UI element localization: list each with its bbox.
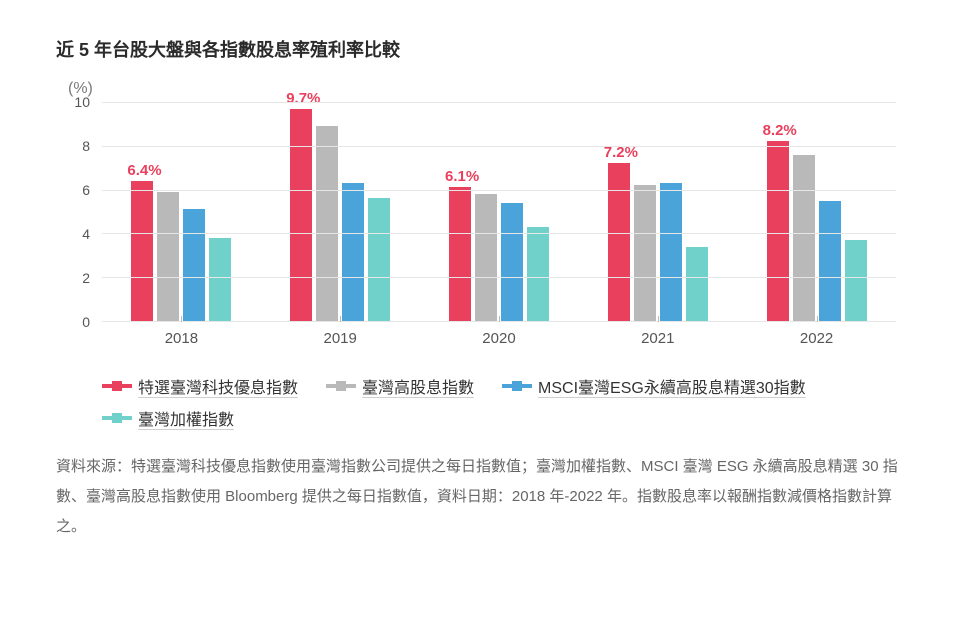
bar: 6.1%: [449, 187, 471, 321]
bar: [793, 155, 815, 321]
gridline: [102, 102, 896, 103]
bar: 6.4%: [131, 181, 153, 321]
y-axis-unit: (%): [68, 80, 904, 98]
gridline: [102, 146, 896, 147]
legend-item: MSCI臺灣ESG永續高股息精選30指數: [502, 374, 806, 398]
legend: 特選臺灣科技優息指數 臺灣高股息指數 MSCI臺灣ESG永續高股息精選30指數臺灣加…: [102, 374, 862, 430]
bar: 8.2%: [767, 141, 789, 321]
x-axis: 2018 2019 2020 2021 2022: [102, 322, 896, 362]
bar: [634, 185, 656, 321]
x-tick-label: 2019: [280, 322, 400, 362]
bar: [475, 194, 497, 321]
plot-area: 6.4% 9.7% 6.1% 7.2% 8.2%: [102, 102, 896, 322]
bar-value-label: 6.1%: [445, 168, 479, 185]
legend-item: 臺灣高股息指數: [326, 374, 474, 398]
gridline: [102, 190, 896, 191]
gridline: [102, 233, 896, 234]
bar-group: 6.1%: [449, 102, 549, 321]
y-tick-label: 4: [82, 226, 90, 242]
bar-value-label: 6.4%: [127, 162, 161, 179]
legend-swatch: [326, 384, 356, 388]
bar-value-label: 8.2%: [763, 122, 797, 139]
x-tick: [658, 316, 659, 322]
bar: [845, 240, 867, 321]
legend-label: 特選臺灣科技優息指數: [138, 374, 298, 398]
y-tick-label: 0: [82, 314, 90, 330]
legend-item: 特選臺灣科技優息指數: [102, 374, 298, 398]
legend-label: 臺灣加權指數: [138, 406, 234, 430]
bar-group: 7.2%: [608, 102, 708, 321]
bar: [660, 183, 682, 321]
source-footnote: 資料來源：特選臺灣科技優息指數使用臺灣指數公司提供之每日指數值；臺灣加權指數、M…: [56, 452, 904, 542]
bar: [686, 247, 708, 321]
x-tick: [817, 316, 818, 322]
legend-label: MSCI臺灣ESG永續高股息精選30指數: [538, 374, 806, 398]
bar: [527, 227, 549, 321]
y-tick-label: 2: [82, 270, 90, 286]
bar: [368, 198, 390, 321]
bar-group: 6.4%: [131, 102, 231, 321]
x-tick-label: 2018: [121, 322, 241, 362]
bar-value-label: 7.2%: [604, 144, 638, 161]
y-tick-label: 8: [82, 138, 90, 154]
bar: [183, 209, 205, 321]
x-tick: [340, 316, 341, 322]
legend-label: 臺灣高股息指數: [362, 374, 474, 398]
chart-title: 近 5 年台股大盤與各指數股息率殖利率比較: [56, 36, 904, 62]
bar: [342, 183, 364, 321]
x-tick-label: 2022: [757, 322, 877, 362]
gridline: [102, 277, 896, 278]
bar: [501, 203, 523, 321]
bar: [316, 126, 338, 321]
bar-group: 9.7%: [290, 102, 390, 321]
chart-area: 0246810 6.4%9.7%6.1%7.2%8.2% 20182019202…: [56, 102, 896, 362]
x-tick-label: 2020: [439, 322, 559, 362]
legend-swatch: [502, 384, 532, 388]
y-tick-label: 6: [82, 182, 90, 198]
legend-swatch: [102, 416, 132, 420]
bar-group: 8.2%: [767, 102, 867, 321]
y-tick-label: 10: [74, 94, 90, 110]
x-tick: [181, 316, 182, 322]
bar: 9.7%: [290, 109, 312, 321]
legend-item: 臺灣加權指數: [102, 406, 234, 430]
x-tick: [499, 316, 500, 322]
x-tick-label: 2021: [598, 322, 718, 362]
bar: 7.2%: [608, 163, 630, 321]
bar: [157, 192, 179, 321]
y-axis: 0246810: [56, 102, 96, 322]
bar: [819, 201, 841, 321]
bar: [209, 238, 231, 321]
legend-swatch: [102, 384, 132, 388]
bar-value-label: 9.7%: [286, 90, 320, 107]
